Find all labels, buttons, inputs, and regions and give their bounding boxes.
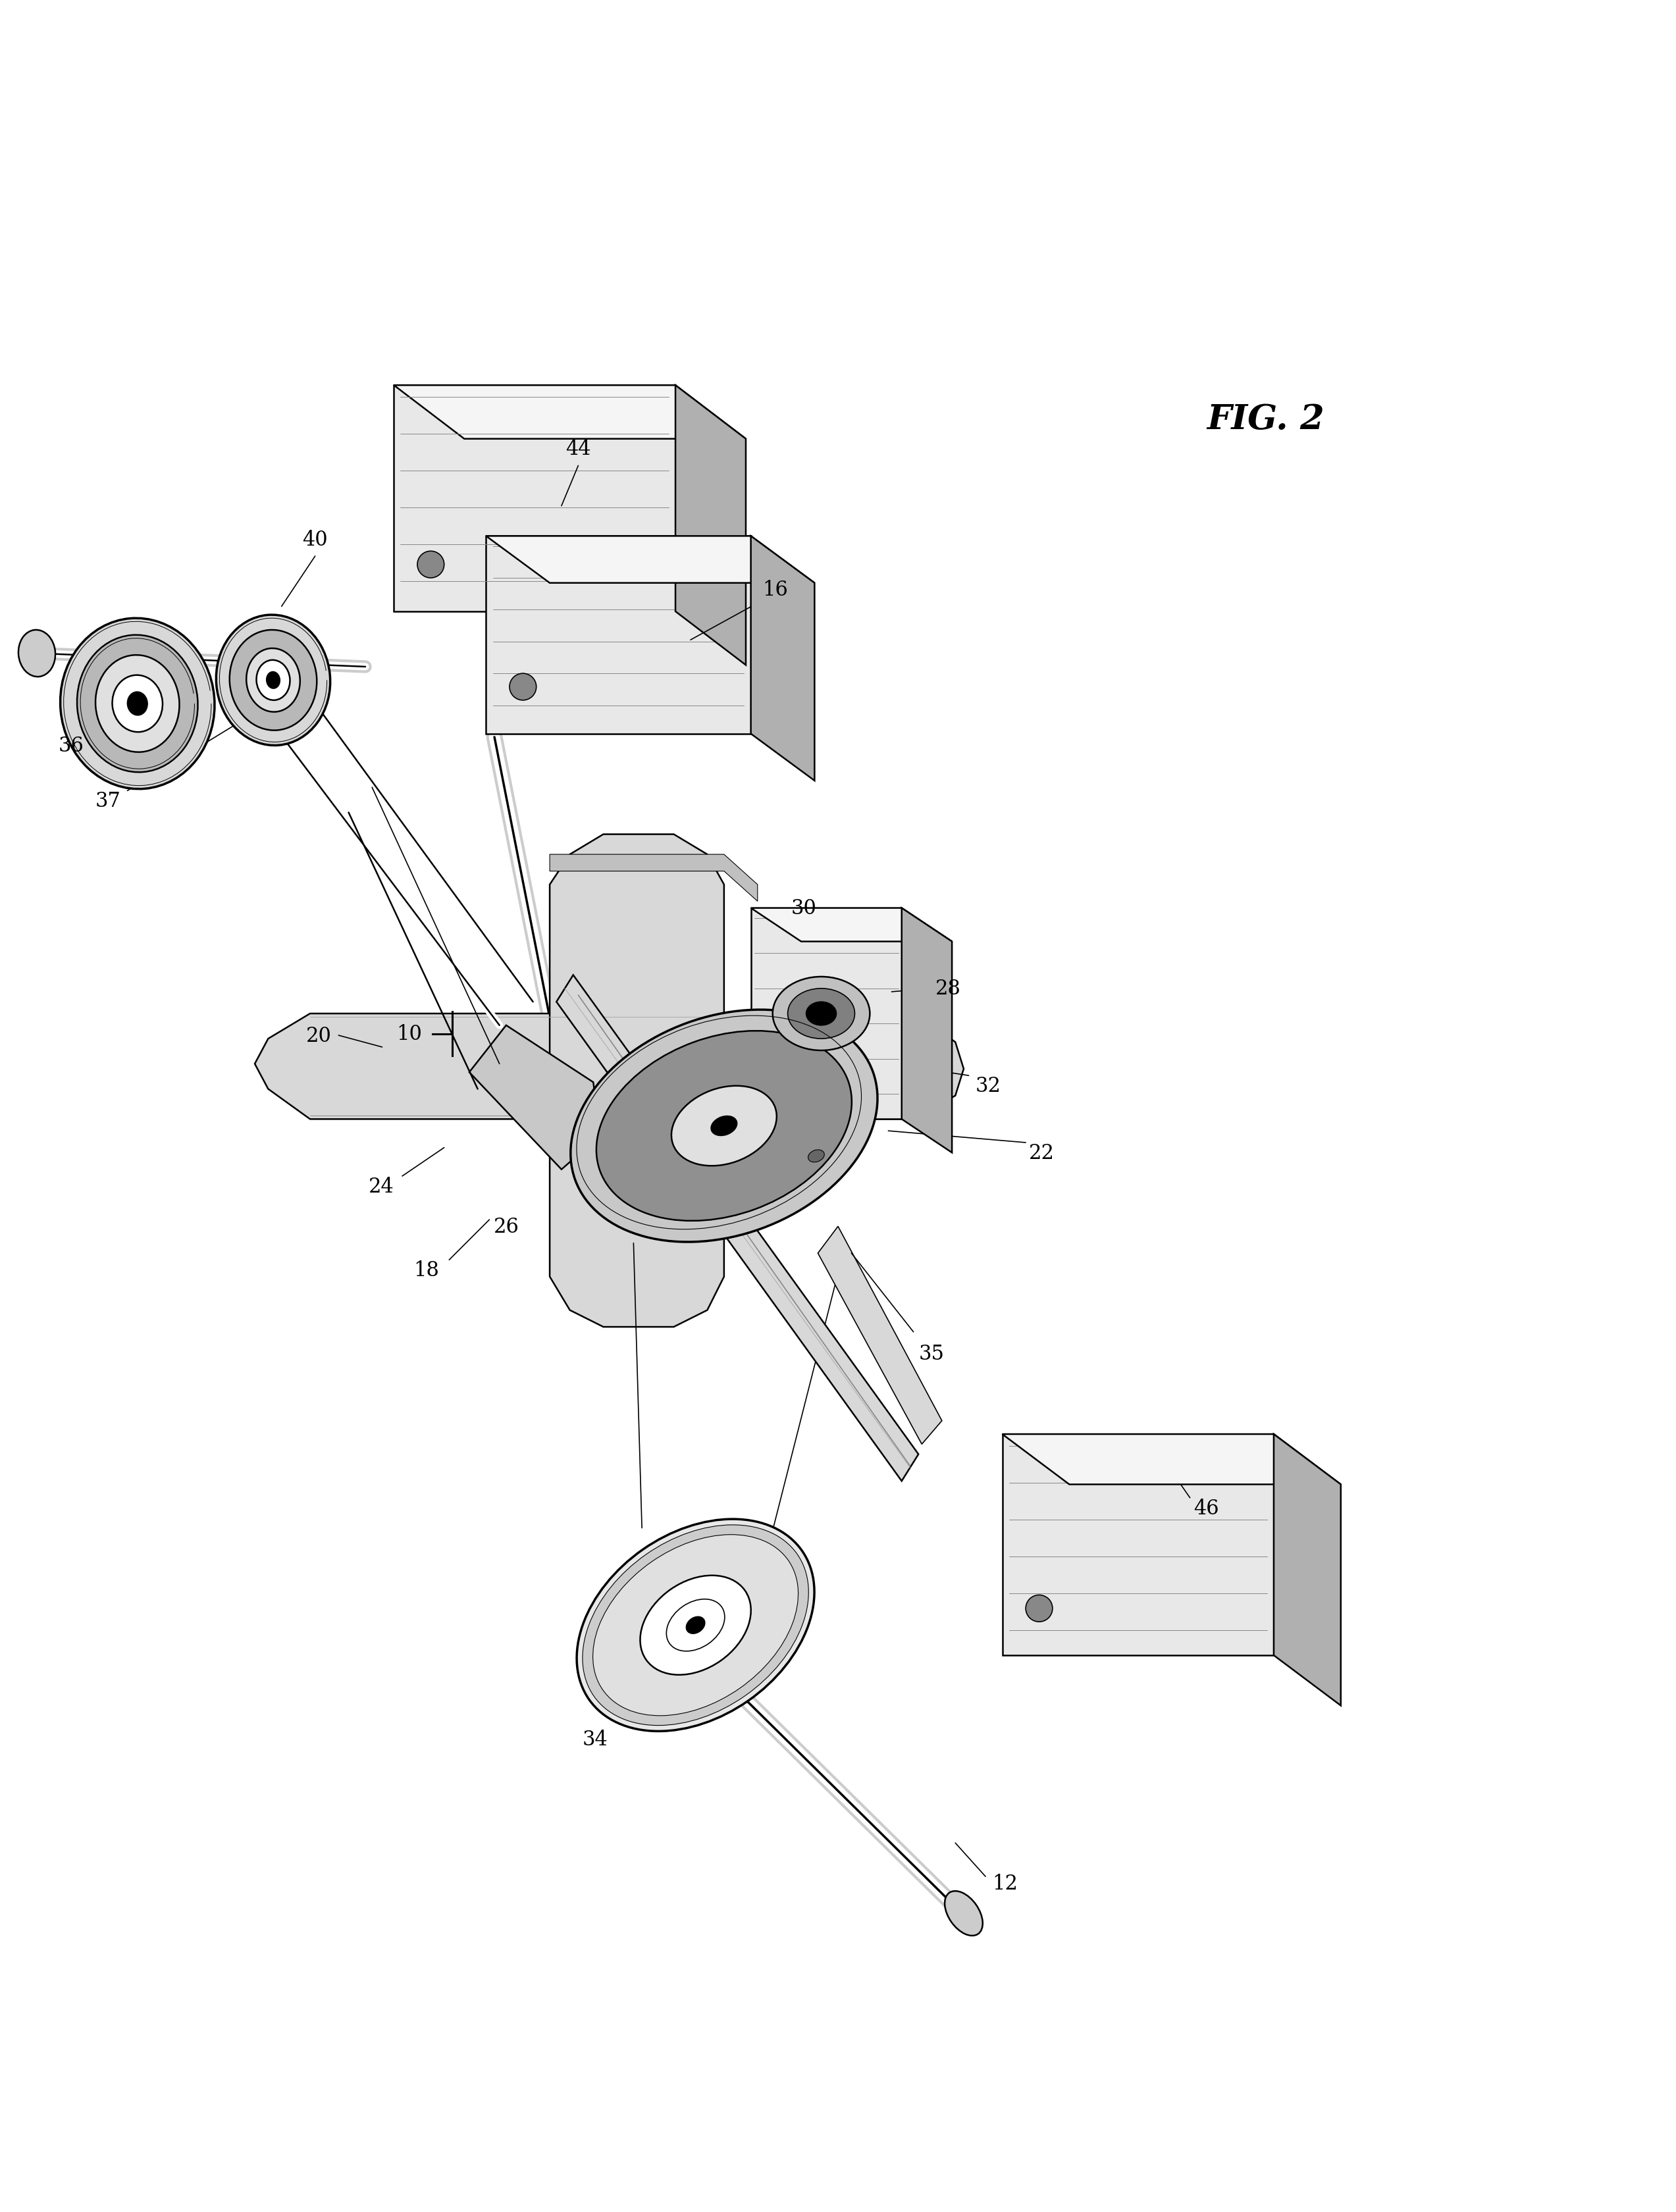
Text: 44: 44: [565, 440, 592, 460]
Text: 22: 22: [1029, 1144, 1054, 1164]
Polygon shape: [255, 1013, 964, 1119]
Text: 10: 10: [397, 1024, 422, 1044]
Ellipse shape: [593, 1535, 798, 1717]
Text: 35: 35: [918, 1343, 944, 1365]
Text: 37: 37: [96, 792, 121, 812]
Ellipse shape: [18, 630, 55, 677]
Ellipse shape: [112, 675, 163, 732]
Ellipse shape: [945, 1891, 982, 1936]
Ellipse shape: [773, 978, 870, 1051]
Ellipse shape: [808, 1150, 825, 1164]
Text: 28: 28: [935, 978, 960, 1000]
Text: 32: 32: [975, 1075, 1001, 1097]
Ellipse shape: [672, 1086, 776, 1166]
Polygon shape: [818, 1228, 942, 1444]
Polygon shape: [751, 538, 815, 781]
Ellipse shape: [127, 692, 147, 717]
Ellipse shape: [256, 661, 290, 701]
Polygon shape: [751, 909, 902, 1119]
Text: 24: 24: [369, 1177, 394, 1197]
Ellipse shape: [216, 615, 330, 745]
Ellipse shape: [246, 648, 300, 712]
Ellipse shape: [640, 1575, 751, 1674]
Text: 18: 18: [414, 1261, 439, 1281]
Text: 34: 34: [582, 1730, 608, 1750]
Text: 46: 46: [1193, 1498, 1218, 1517]
Ellipse shape: [788, 989, 855, 1040]
Text: 12: 12: [992, 1874, 1017, 1893]
Polygon shape: [1274, 1433, 1341, 1705]
Ellipse shape: [417, 551, 444, 577]
Ellipse shape: [230, 630, 317, 730]
Polygon shape: [556, 975, 918, 1482]
Polygon shape: [486, 538, 751, 734]
Text: FIG. 2: FIG. 2: [1207, 403, 1324, 436]
Ellipse shape: [96, 655, 179, 752]
Polygon shape: [469, 1026, 600, 1170]
Text: 36: 36: [59, 737, 84, 757]
Polygon shape: [550, 854, 758, 902]
Ellipse shape: [806, 1002, 836, 1026]
Polygon shape: [1002, 1433, 1274, 1655]
Ellipse shape: [510, 675, 536, 701]
Polygon shape: [394, 385, 675, 613]
Polygon shape: [486, 538, 815, 584]
Polygon shape: [394, 385, 746, 440]
Ellipse shape: [77, 635, 198, 772]
Text: 26: 26: [493, 1217, 520, 1237]
Ellipse shape: [266, 672, 280, 688]
Ellipse shape: [711, 1117, 737, 1137]
Ellipse shape: [597, 1031, 851, 1221]
Ellipse shape: [583, 1524, 808, 1725]
Ellipse shape: [685, 1617, 706, 1635]
Ellipse shape: [60, 619, 215, 790]
Polygon shape: [902, 909, 952, 1152]
Ellipse shape: [577, 1520, 815, 1732]
Text: 16: 16: [763, 580, 788, 599]
Polygon shape: [675, 385, 746, 666]
Text: 30: 30: [791, 898, 816, 918]
Polygon shape: [751, 909, 952, 942]
Text: 40: 40: [302, 529, 328, 551]
Ellipse shape: [1026, 1595, 1053, 1621]
Ellipse shape: [570, 1011, 878, 1243]
Text: 20: 20: [307, 1026, 332, 1046]
Polygon shape: [1002, 1433, 1341, 1484]
Polygon shape: [550, 834, 724, 1327]
